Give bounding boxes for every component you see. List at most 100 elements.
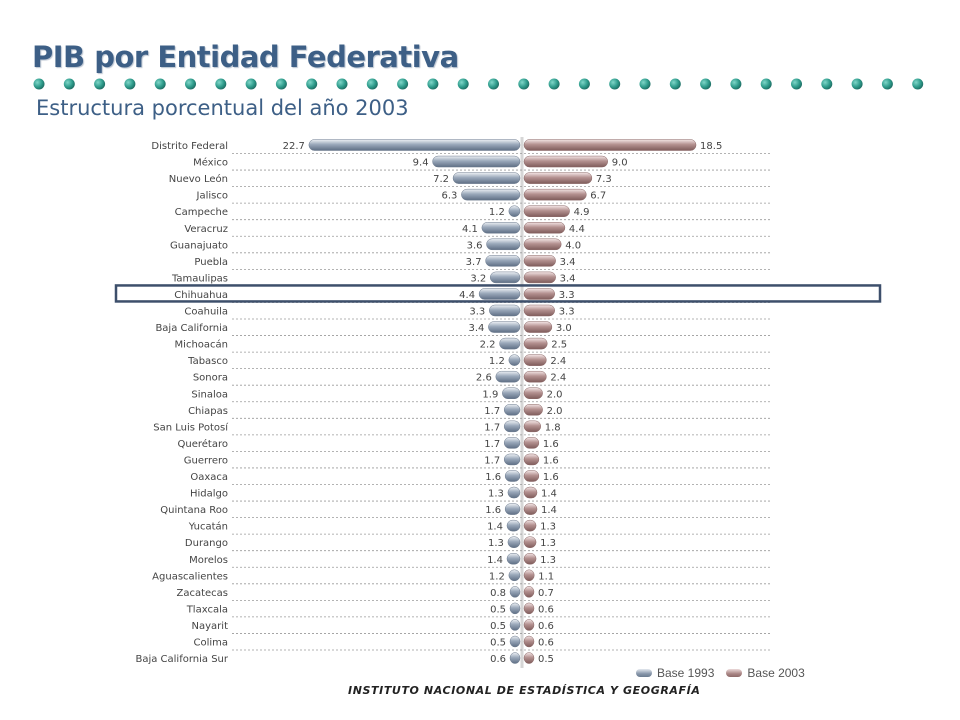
- bar-base-1993: [506, 519, 521, 532]
- bar-base-1993: [509, 635, 521, 648]
- value-label-base-2003: 1.6: [543, 472, 559, 483]
- value-label-base-1993: 3.6: [467, 240, 483, 251]
- decorative-dot: [578, 78, 590, 90]
- decorative-dot: [821, 78, 833, 90]
- decorative-dot: [94, 78, 106, 90]
- page-title: PIB por Entidad Federativa: [32, 40, 459, 74]
- value-label-base-2003: 7.3: [596, 174, 612, 185]
- value-label-base-2003: 2.4: [550, 373, 566, 384]
- category-label: Hidalgo: [190, 489, 228, 500]
- value-label-base-1993: 1.6: [485, 472, 501, 483]
- category-label: Durango: [185, 538, 228, 549]
- value-label-base-2003: 9.0: [612, 158, 628, 169]
- bar-base-2003: [523, 453, 540, 466]
- value-label-base-1993: 0.6: [490, 654, 506, 665]
- category-label: Morelos: [189, 555, 228, 566]
- decorative-dot: [215, 78, 227, 90]
- bar-base-2003: [523, 486, 538, 499]
- value-label-base-2003: 1.4: [541, 505, 557, 516]
- category-label: Michoacán: [175, 339, 228, 351]
- bar-base-1993: [489, 271, 521, 284]
- category-label: Chiapas: [188, 406, 228, 417]
- value-label-base-2003: 0.6: [538, 621, 554, 632]
- decorative-dot: [33, 78, 45, 90]
- category-label: Coahuila: [184, 307, 228, 318]
- value-label-base-1993: 6.3: [442, 191, 458, 202]
- decorative-dot: [275, 78, 287, 90]
- bar-base-1993: [509, 586, 521, 598]
- chart-subtitle: Estructura porcentual del año 2003: [36, 96, 409, 120]
- bar-base-2003: [523, 470, 540, 482]
- bar-base-1993: [508, 569, 521, 582]
- bar-base-2003: [523, 337, 548, 350]
- bar-base-2003: [523, 437, 540, 449]
- value-label-base-1993: 4.1: [462, 224, 478, 235]
- bar-base-2003: [523, 387, 543, 399]
- decorative-dot: [912, 78, 924, 90]
- category-label: Nuevo León: [169, 173, 228, 185]
- category-label: Tamaulipas: [171, 273, 228, 284]
- decorative-dot: [700, 78, 712, 90]
- value-label-base-2003: 1.1: [538, 571, 554, 582]
- bar-base-2003: [523, 354, 547, 366]
- value-label-base-1993: 9.4: [413, 158, 429, 169]
- value-label-base-1993: 1.9: [482, 389, 498, 400]
- value-label-base-1993: 1.3: [488, 489, 504, 500]
- value-label-base-1993: 1.2: [489, 571, 505, 582]
- value-label-base-1993: 7.2: [433, 174, 449, 185]
- bar-base-2003: [523, 172, 593, 184]
- decorative-dot: [791, 78, 802, 90]
- bar-base-2003: [523, 271, 556, 284]
- category-label: Tlaxcala: [186, 604, 228, 615]
- value-label-base-1993: 1.7: [484, 455, 500, 466]
- bar-base-1993: [509, 619, 521, 631]
- category-label: Sonora: [193, 373, 228, 384]
- category-label: Chihuahua: [174, 290, 228, 301]
- bar-base-1993: [452, 172, 521, 184]
- category-label: Distrito Federal: [151, 141, 228, 152]
- decorative-dot: [336, 78, 348, 90]
- value-label-base-1993: 1.6: [485, 505, 501, 516]
- bar-base-2003: [523, 238, 562, 251]
- value-label-base-2003: 2.0: [547, 406, 563, 417]
- bar-base-1993: [509, 652, 521, 664]
- bar-base-1993: [478, 288, 521, 300]
- bar-base-2003: [523, 370, 547, 383]
- value-label-base-1993: 0.8: [490, 588, 506, 599]
- bar-base-1993: [507, 536, 521, 548]
- category-label: Zacatecas: [176, 588, 228, 599]
- value-label-base-1993: 1.7: [484, 439, 500, 450]
- bar-base-1993: [504, 503, 521, 515]
- value-label-base-2003: 2.0: [547, 389, 563, 400]
- value-label-base-2003: 3.3: [559, 307, 575, 318]
- value-label-base-2003: 1.6: [543, 439, 559, 450]
- category-label: Sinaloa: [191, 389, 228, 400]
- bar-base-1993: [508, 205, 521, 217]
- value-label-base-1993: 3.3: [469, 307, 485, 318]
- legend-swatch-base-2003: [726, 669, 743, 677]
- value-label-base-2003: 3.0: [556, 323, 572, 334]
- value-label-base-1993: 1.4: [487, 522, 503, 533]
- decorative-dot: [427, 78, 439, 90]
- value-label-base-2003: 3.4: [560, 257, 576, 268]
- bar-base-1993: [503, 437, 521, 449]
- value-label-base-2003: 1.4: [541, 489, 557, 500]
- bar-base-2003: [523, 188, 587, 201]
- category-label: Guerrero: [184, 455, 228, 466]
- value-label-base-1993: 2.6: [476, 373, 492, 384]
- bar-base-2003: [523, 602, 535, 615]
- category-label: Puebla: [194, 257, 228, 268]
- category-label: Colima: [193, 638, 228, 649]
- bar-base-2003: [523, 569, 535, 582]
- footer-institution: INSTITUTO NACIONAL DE ESTADÍSTICA Y GEOG…: [348, 684, 701, 697]
- bar-base-2003: [523, 222, 566, 234]
- decorative-dot: [185, 78, 196, 90]
- category-label: Campeche: [175, 207, 228, 218]
- bar-base-2003: [523, 420, 541, 433]
- legend-label-base-1993: Base 1993: [657, 666, 715, 680]
- category-label: Tabasco: [187, 356, 228, 367]
- bar-base-1993: [503, 404, 521, 416]
- category-label: Aguascalientes: [152, 571, 228, 582]
- decorative-dot: [245, 78, 257, 90]
- bar-base-2003: [523, 586, 535, 598]
